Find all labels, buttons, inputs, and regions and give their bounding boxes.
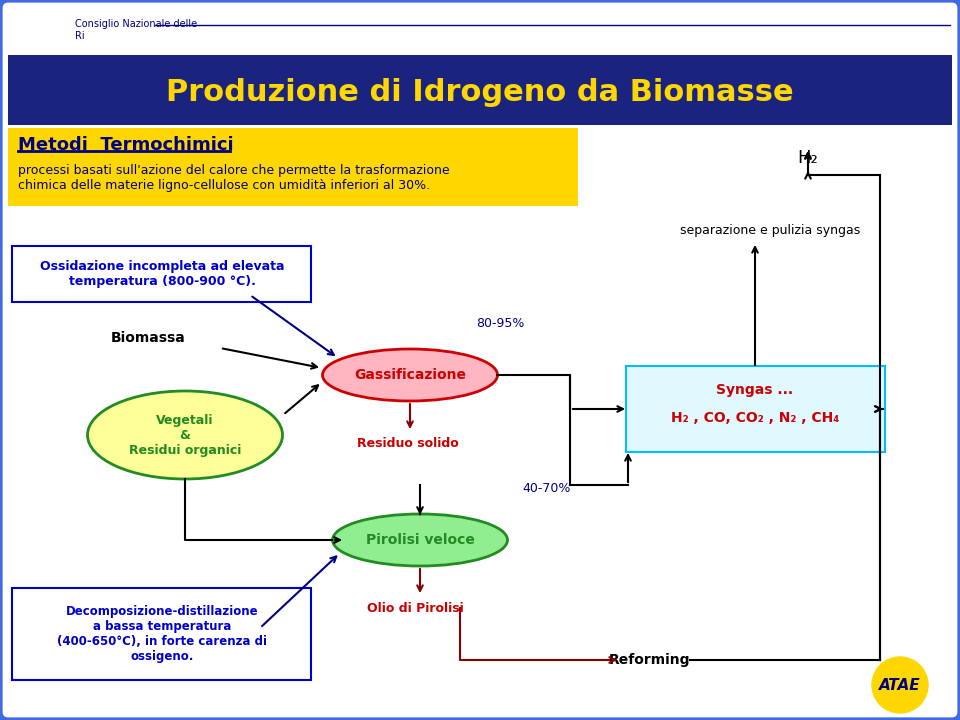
Ellipse shape <box>87 391 282 479</box>
Circle shape <box>872 657 928 713</box>
FancyBboxPatch shape <box>626 366 885 452</box>
Text: Consiglio Nazionale delle
Ri: Consiglio Nazionale delle Ri <box>75 19 197 41</box>
FancyBboxPatch shape <box>8 55 952 125</box>
Text: ATAE: ATAE <box>879 678 921 693</box>
Text: processi basati sull'azione del calore che permette la trasformazione
chimica de: processi basati sull'azione del calore c… <box>18 164 449 192</box>
Text: H₂: H₂ <box>798 149 818 167</box>
Text: Biomassa: Biomassa <box>110 331 185 345</box>
Text: Gassificazione: Gassificazione <box>354 368 466 382</box>
Ellipse shape <box>323 349 497 401</box>
FancyBboxPatch shape <box>12 246 311 302</box>
Text: Syngas ...: Syngas ... <box>716 383 794 397</box>
Text: Ossidazione incompleta ad elevata
temperatura (800-900 °C).: Ossidazione incompleta ad elevata temper… <box>39 260 284 288</box>
Text: Decomposizione-distillazione
a bassa temperatura
(400-650°C), in forte carenza d: Decomposizione-distillazione a bassa tem… <box>57 605 267 663</box>
Ellipse shape <box>332 514 508 566</box>
Text: Residuo solido: Residuo solido <box>357 436 459 449</box>
FancyBboxPatch shape <box>12 588 311 680</box>
Text: Olio di Pirolisi: Olio di Pirolisi <box>367 601 464 614</box>
Text: Produzione di Idrogeno da Biomasse: Produzione di Idrogeno da Biomasse <box>166 78 794 107</box>
Text: H₂ , CO, CO₂ , N₂ , CH₄: H₂ , CO, CO₂ , N₂ , CH₄ <box>671 411 839 425</box>
Text: Vegetali
&
Residui organici: Vegetali & Residui organici <box>129 413 241 456</box>
Text: 80-95%: 80-95% <box>476 317 524 330</box>
Text: Reforming: Reforming <box>610 653 691 667</box>
Text: Pirolisi veloce: Pirolisi veloce <box>366 533 474 547</box>
FancyBboxPatch shape <box>8 128 578 206</box>
Text: separazione e pulizia syngas: separazione e pulizia syngas <box>680 223 860 236</box>
FancyBboxPatch shape <box>4 4 956 716</box>
Text: 40-70%: 40-70% <box>522 482 570 495</box>
Text: Metodi  Termochimici: Metodi Termochimici <box>18 136 233 154</box>
